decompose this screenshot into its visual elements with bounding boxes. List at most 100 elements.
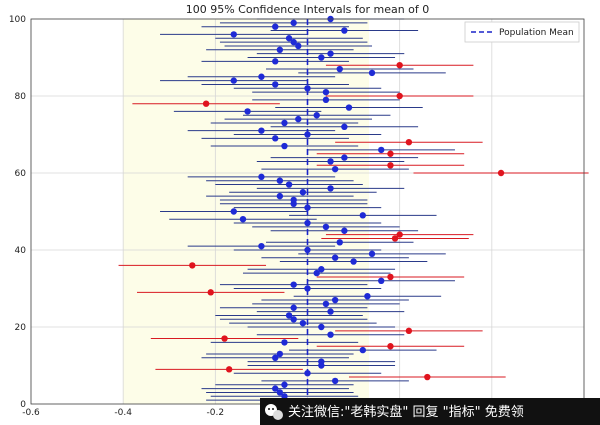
sample-mean-point	[331, 377, 339, 385]
sample-mean-point	[281, 393, 288, 400]
watermark: 关注微信:"老韩实盘" 回复 "指标" 免费领	[260, 398, 600, 425]
sample-mean-point	[341, 27, 348, 34]
sample-mean-point	[327, 185, 334, 192]
sample-mean-point	[239, 216, 247, 223]
sample-mean-point	[272, 354, 279, 361]
sample-mean-point-miss	[387, 150, 394, 157]
sample-mean-point	[276, 192, 284, 200]
y-tick-label: 100	[9, 15, 26, 25]
sample-mean-point	[244, 108, 251, 115]
y-tick-label: 20	[15, 323, 27, 333]
sample-mean-point-miss	[221, 335, 228, 342]
sample-mean-point	[318, 323, 325, 331]
sample-mean-point	[272, 81, 279, 88]
sample-mean-point	[299, 319, 307, 327]
sample-mean-point	[359, 212, 366, 219]
sample-means	[189, 15, 505, 404]
y-tick-label: 80	[15, 92, 27, 102]
sample-mean-point	[281, 339, 288, 346]
sample-mean-point	[230, 31, 237, 38]
sample-mean-point	[258, 173, 265, 181]
sample-mean-point	[258, 242, 265, 250]
sample-mean-point-miss	[387, 162, 394, 169]
sample-mean-point	[327, 308, 334, 315]
sample-mean-point	[345, 104, 353, 111]
sample-mean-point-miss	[497, 169, 505, 177]
sample-mean-point	[336, 65, 343, 73]
sample-mean-point	[378, 277, 385, 284]
sample-mean-point	[318, 54, 325, 61]
x-tick-label: -0.4	[114, 408, 132, 418]
sample-mean-point	[304, 219, 311, 227]
sample-mean-point	[290, 38, 297, 46]
y-axis-ticks: 0 20 40 60 80 100	[9, 15, 26, 410]
sample-mean-point	[290, 281, 297, 288]
sample-mean-point	[276, 389, 284, 396]
chart-title: 100 95% Confidence Intervals for mean of…	[186, 3, 430, 16]
sample-mean-point	[322, 88, 330, 96]
sample-mean-point	[341, 154, 348, 161]
sample-mean-point	[295, 42, 302, 50]
sample-mean-point	[285, 312, 293, 319]
sample-mean-point	[281, 142, 288, 150]
sample-mean-point	[378, 146, 385, 154]
sample-mean-point	[322, 96, 330, 104]
sample-mean-point	[272, 135, 279, 142]
sample-mean-point-miss	[396, 231, 403, 238]
sample-mean-point-miss	[405, 327, 413, 335]
sample-mean-point	[295, 115, 302, 123]
sample-mean-point	[368, 69, 376, 77]
sample-mean-point	[272, 23, 279, 30]
sample-mean-point	[331, 165, 339, 173]
sample-mean-point	[258, 127, 265, 134]
legend-box	[464, 21, 580, 43]
sample-mean-point	[272, 58, 279, 65]
sample-mean-point	[285, 181, 293, 188]
sample-mean-point-miss	[387, 343, 394, 350]
sample-mean-point	[258, 73, 265, 80]
sample-mean-point	[304, 204, 311, 211]
sample-mean-point-miss	[396, 92, 403, 100]
x-tick-label: -0.6	[22, 408, 40, 418]
sample-mean-point-miss	[225, 366, 233, 373]
sample-mean-point-miss	[387, 273, 394, 281]
sample-mean-point	[322, 223, 330, 231]
sample-mean-point	[290, 19, 297, 27]
sample-mean-point	[359, 346, 366, 354]
sample-mean-point	[299, 189, 307, 196]
legend-label: Population Mean	[499, 28, 574, 38]
sample-mean-point	[285, 35, 293, 42]
sample-mean-point	[276, 350, 284, 358]
sample-mean-point-miss	[424, 373, 431, 381]
sample-mean-point	[364, 293, 371, 300]
sample-mean-point	[290, 304, 297, 311]
sample-mean-point	[304, 131, 311, 138]
sample-mean-point	[272, 385, 279, 392]
sample-mean-point	[230, 208, 237, 215]
sample-mean-point-miss	[189, 262, 196, 269]
sample-mean-point	[318, 266, 325, 273]
watermark-text: 关注微信:"老韩实盘" 回复 "指标" 免费领	[288, 404, 524, 420]
sample-mean-point-miss	[396, 61, 403, 69]
sample-mean-point-miss	[207, 289, 214, 296]
sample-mean-point-miss	[391, 235, 399, 242]
sample-mean-point	[304, 246, 311, 254]
sample-mean-point-miss	[202, 100, 210, 107]
sample-mean-point	[304, 370, 311, 377]
sample-mean-point	[368, 250, 376, 258]
y-tick-label: 40	[15, 246, 27, 256]
watermark-background	[260, 398, 600, 425]
sample-mean-point	[341, 227, 348, 234]
sample-mean-point	[281, 381, 288, 388]
sample-mean-point	[290, 196, 297, 204]
sample-mean-point	[350, 258, 357, 265]
sample-mean-point	[304, 285, 311, 292]
sample-mean-point	[281, 119, 288, 127]
sample-mean-point	[290, 316, 297, 323]
sample-mean-point	[331, 296, 339, 304]
sample-mean-point	[313, 269, 320, 277]
sample-mean-point	[341, 123, 348, 130]
sample-mean-point	[336, 239, 343, 246]
sample-mean-point-miss	[405, 139, 413, 146]
